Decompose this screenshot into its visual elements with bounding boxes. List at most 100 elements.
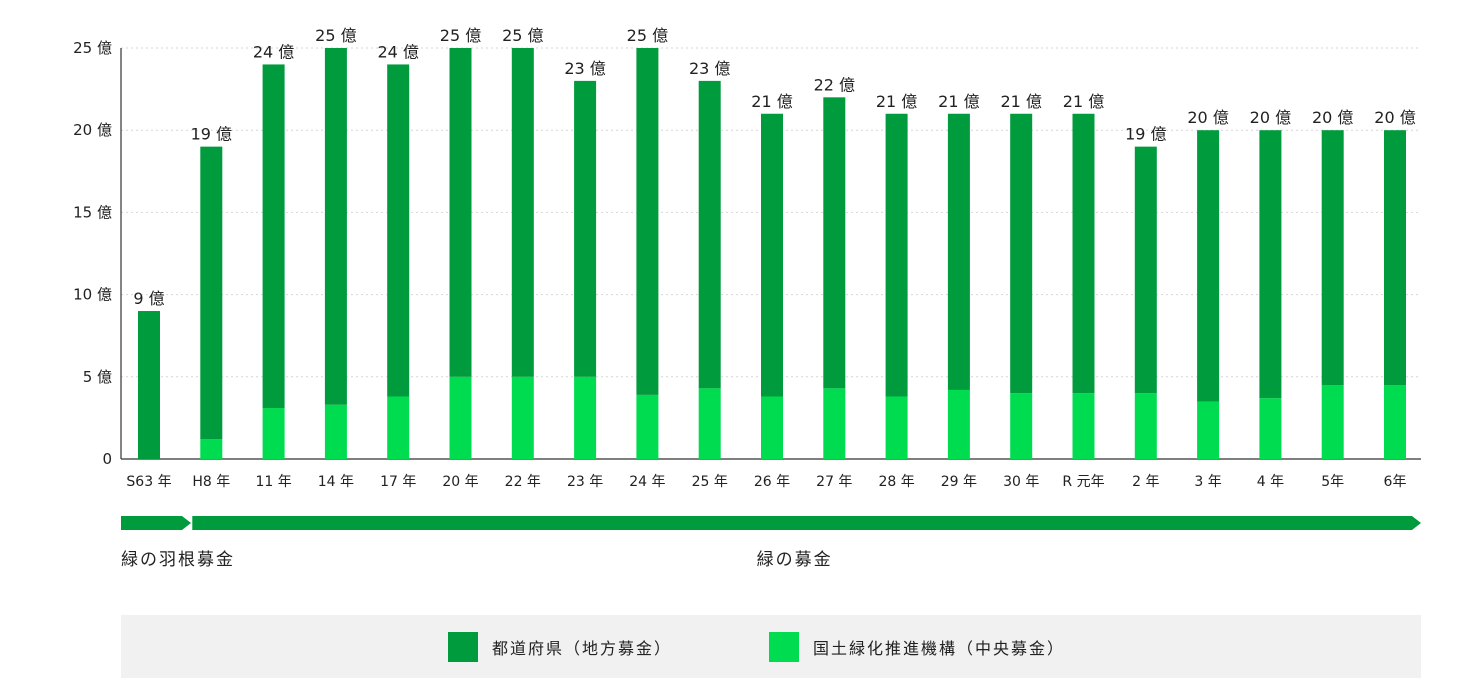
x-tick-label-10: 26 年 <box>754 474 790 490</box>
data-label-13: 21 億 <box>938 92 979 111</box>
bar-central-10 <box>761 396 783 459</box>
x-tick-label-20: 6年 <box>1384 474 1407 490</box>
data-label-16: 19 億 <box>1125 125 1166 144</box>
bar-prefectures-6 <box>511 48 534 377</box>
bar-central-19 <box>1321 385 1344 459</box>
bar-prefectures-4 <box>387 64 410 397</box>
bar-central-15 <box>1072 393 1095 459</box>
x-tick-label-17: 3 年 <box>1194 474 1221 490</box>
bar-prefectures-17 <box>1197 130 1220 402</box>
x-tick-label-15: R 元年 <box>1062 474 1104 490</box>
x-tick-label-7: 23 年 <box>567 474 603 490</box>
x-tick-label-5: 20 年 <box>442 474 478 490</box>
data-label-3: 25 億 <box>315 26 356 45</box>
data-label-2: 24 億 <box>253 42 294 61</box>
bar-prefectures-13 <box>947 113 970 390</box>
x-tick-label-9: 25 年 <box>692 474 728 490</box>
data-label-6: 25 億 <box>502 26 543 45</box>
x-tick-label-19: 5年 <box>1321 474 1344 490</box>
period-arrow-0 <box>121 516 191 530</box>
bar-prefectures-18 <box>1259 130 1282 399</box>
x-tick-label-16: 2 年 <box>1132 474 1159 490</box>
data-label-11: 22 億 <box>814 75 855 94</box>
x-tick-label-3: 14 年 <box>318 474 354 490</box>
x-tick-label-6: 22 年 <box>505 474 541 490</box>
chart-legend: 都道府県（地方募金） 国土緑化推進機構（中央募金） <box>121 615 1421 678</box>
bar-central-5 <box>449 376 472 459</box>
x-tick-label-4: 17 年 <box>380 474 416 490</box>
bar-central-18 <box>1259 398 1282 459</box>
bar-prefectures-9 <box>698 80 721 389</box>
period-arrow-1 <box>192 516 1421 530</box>
y-tick-label-5: 5 億 <box>83 368 112 386</box>
bar-prefectures-16 <box>1134 146 1157 394</box>
bar-prefectures-0 <box>138 311 160 459</box>
y-tick-label-0: 0 <box>102 450 112 468</box>
data-label-8: 25 億 <box>627 26 668 45</box>
bar-central-8 <box>636 394 659 459</box>
bar-prefectures-12 <box>885 113 908 397</box>
bar-prefectures-11 <box>823 97 846 389</box>
bar-central-12 <box>885 396 908 459</box>
y-tick-label-20: 20 億 <box>73 121 112 139</box>
x-tick-label-14: 30 年 <box>1003 474 1039 490</box>
bar-central-17 <box>1197 401 1220 459</box>
data-label-4: 24 億 <box>377 42 418 61</box>
data-label-12: 21 億 <box>876 92 917 111</box>
legend-label-prefectures: 都道府県（地方募金） <box>492 639 673 658</box>
data-label-0: 9 億 <box>133 289 164 308</box>
data-label-5: 25 億 <box>440 26 481 45</box>
x-tick-label-2: 11 年 <box>255 474 291 490</box>
y-tick-label-15: 15 億 <box>73 203 112 221</box>
bar-central-13 <box>947 389 970 459</box>
bar-central-11 <box>823 388 846 459</box>
x-tick-label-11: 27 年 <box>816 474 852 490</box>
legend-swatch-central-organization <box>769 632 799 662</box>
bar-prefectures-19 <box>1321 130 1344 386</box>
data-label-18: 20 億 <box>1250 108 1291 127</box>
bar-central-20 <box>1384 385 1406 459</box>
y-tick-label-25: 25 億 <box>73 39 112 57</box>
bar-central-14 <box>1010 393 1033 459</box>
bar-prefectures-2 <box>262 64 285 409</box>
legend-swatch-prefectures <box>448 632 478 662</box>
bar-prefectures-15 <box>1072 113 1095 394</box>
x-tick-label-1: H8 年 <box>192 474 230 490</box>
bar-central-1 <box>200 439 223 459</box>
bar-central-6 <box>511 376 534 459</box>
x-tick-label-13: 29 年 <box>941 474 977 490</box>
data-label-7: 23 億 <box>564 59 605 78</box>
y-tick-label-10: 10 億 <box>73 286 112 304</box>
x-tick-label-0: S63 年 <box>126 474 171 490</box>
data-label-10: 21 億 <box>751 92 792 111</box>
bar-prefectures-7 <box>574 80 597 377</box>
data-label-1: 19 億 <box>191 125 232 144</box>
bar-prefectures-5 <box>449 48 472 377</box>
bar-prefectures-14 <box>1010 113 1033 394</box>
data-label-9: 23 億 <box>689 59 730 78</box>
bar-central-9 <box>698 388 721 459</box>
data-label-19: 20 億 <box>1312 108 1353 127</box>
x-tick-label-18: 4 年 <box>1257 474 1284 490</box>
legend-label-central-organization: 国土緑化推進機構（中央募金） <box>813 639 1066 658</box>
data-label-15: 21 億 <box>1063 92 1104 111</box>
bar-central-2 <box>262 408 285 459</box>
legend-item-central-organization: 国土緑化推進機構（中央募金） <box>769 632 1065 662</box>
bar-central-4 <box>387 396 410 459</box>
bar-prefectures-10 <box>761 113 783 397</box>
bar-prefectures-1 <box>200 146 223 440</box>
data-label-14: 21 億 <box>1000 92 1041 111</box>
x-tick-label-12: 28 年 <box>878 474 914 490</box>
bar-central-3 <box>324 404 347 459</box>
bar-prefectures-20 <box>1384 130 1406 386</box>
legend-item-prefectures: 都道府県（地方募金） <box>448 632 672 662</box>
data-label-20: 20 億 <box>1374 108 1415 127</box>
bar-prefectures-3 <box>324 48 347 405</box>
bar-central-7 <box>574 376 597 459</box>
data-label-17: 20 億 <box>1187 108 1228 127</box>
bar-central-16 <box>1134 393 1157 459</box>
x-tick-label-8: 24 年 <box>629 474 665 490</box>
period-label-0: 緑の羽根募金 <box>121 550 235 570</box>
bar-prefectures-8 <box>636 48 659 395</box>
